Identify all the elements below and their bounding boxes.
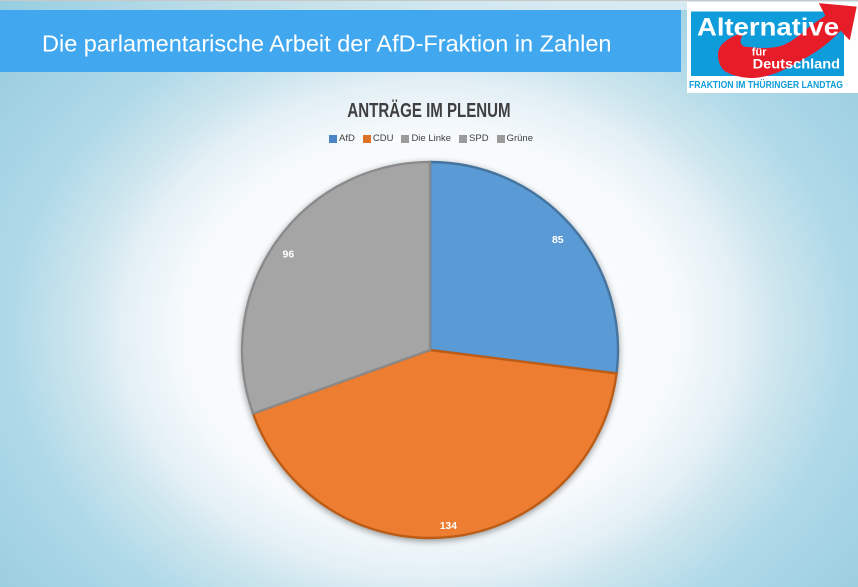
svg-text:für: für — [752, 47, 767, 59]
svg-text:96: 96 — [283, 248, 295, 260]
svg-text:Deutschland: Deutschland — [753, 57, 841, 72]
svg-text:FRAKTION IM THÜRINGER LANDTAG: FRAKTION IM THÜRINGER LANDTAG — [689, 78, 843, 91]
svg-text:Alternative: Alternative — [697, 14, 839, 42]
svg-text:134: 134 — [440, 519, 457, 531]
svg-text:85: 85 — [552, 233, 564, 245]
